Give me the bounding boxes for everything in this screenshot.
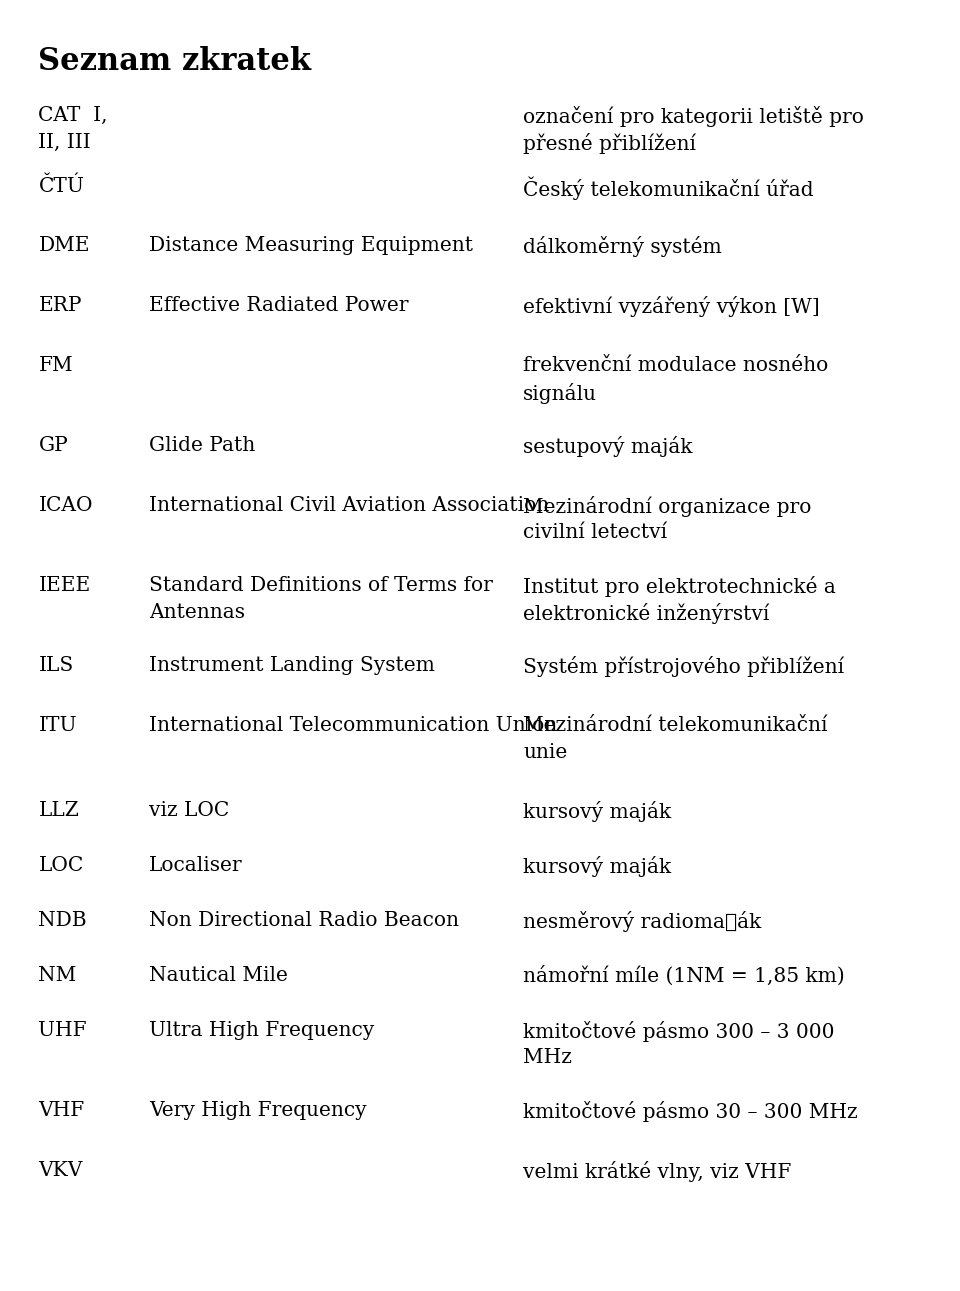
- Text: GP: GP: [38, 436, 68, 454]
- Text: Institut pro elektrotechnické a: Institut pro elektrotechnické a: [523, 576, 836, 596]
- Text: IEEE: IEEE: [38, 576, 90, 595]
- Text: DME: DME: [38, 236, 90, 256]
- Text: Ultra High Frequency: Ultra High Frequency: [149, 1021, 374, 1041]
- Text: velmi krátké vlny, viz VHF: velmi krátké vlny, viz VHF: [523, 1161, 792, 1183]
- Text: efektivní vyzářený výkon [W]: efektivní vyzářený výkon [W]: [523, 296, 820, 318]
- Text: II, III: II, III: [38, 133, 91, 152]
- Text: kursový maják: kursový maják: [523, 856, 671, 877]
- Text: Distance Measuring Equipment: Distance Measuring Equipment: [149, 236, 472, 256]
- Text: International Telecommunication Union: International Telecommunication Union: [149, 717, 557, 735]
- Text: Very High Frequency: Very High Frequency: [149, 1101, 367, 1121]
- Text: VHF: VHF: [38, 1101, 84, 1121]
- Text: kmitočtové pásmo 30 – 300 MHz: kmitočtové pásmo 30 – 300 MHz: [523, 1101, 858, 1122]
- Text: Non Directional Radio Beacon: Non Directional Radio Beacon: [149, 911, 459, 930]
- Text: sestupový maják: sestupový maják: [523, 436, 693, 457]
- Text: MHz: MHz: [523, 1048, 572, 1068]
- Text: Standard Definitions of Terms for: Standard Definitions of Terms for: [149, 576, 492, 595]
- Text: LOC: LOC: [38, 856, 84, 875]
- Text: dálkoměrný systém: dálkoměrný systém: [523, 236, 722, 257]
- Text: ERP: ERP: [38, 296, 82, 315]
- Text: Mezinárodní telekomunikační: Mezinárodní telekomunikační: [523, 717, 828, 735]
- Text: přesné přiblížení: přesné přiblížení: [523, 133, 696, 154]
- Text: Antennas: Antennas: [149, 603, 245, 622]
- Text: Effective Radiated Power: Effective Radiated Power: [149, 296, 408, 315]
- Text: unie: unie: [523, 744, 567, 762]
- Text: civilní letectví: civilní letectví: [523, 523, 667, 542]
- Text: frekvenční modulace nosného: frekvenční modulace nosného: [523, 356, 828, 374]
- Text: elektronické inženýrství: elektronické inženýrství: [523, 603, 770, 624]
- Text: ČTÚ: ČTÚ: [38, 176, 84, 195]
- Text: FM: FM: [38, 356, 73, 374]
- Text: Localiser: Localiser: [149, 856, 243, 875]
- Text: signálu: signálu: [523, 383, 597, 404]
- Text: LLZ: LLZ: [38, 800, 79, 820]
- Text: CAT  I,: CAT I,: [38, 106, 108, 125]
- Text: viz LOC: viz LOC: [149, 800, 229, 820]
- Text: UHF: UHF: [38, 1021, 87, 1041]
- Text: Glide Path: Glide Path: [149, 436, 255, 454]
- Text: Systém přístrojového přiblížení: Systém přístrojového přiblížení: [523, 656, 845, 676]
- Text: Český telekomunikační úřad: Český telekomunikační úřad: [523, 176, 814, 200]
- Text: NM: NM: [38, 966, 77, 985]
- Text: ILS: ILS: [38, 656, 74, 675]
- Text: International Civil Aviation Association: International Civil Aviation Association: [149, 496, 549, 515]
- Text: Mezinárodní organizace pro: Mezinárodní organizace pro: [523, 496, 811, 516]
- Text: Instrument Landing System: Instrument Landing System: [149, 656, 435, 675]
- Text: nesměrový radiomaجák: nesměrový radiomaجák: [523, 911, 761, 932]
- Text: Seznam zkratek: Seznam zkratek: [38, 46, 311, 77]
- Text: ICAO: ICAO: [38, 496, 93, 515]
- Text: označení pro kategorii letiště pro: označení pro kategorii letiště pro: [523, 106, 864, 127]
- Text: NDB: NDB: [38, 911, 87, 930]
- Text: ITU: ITU: [38, 717, 77, 735]
- Text: Nautical Mile: Nautical Mile: [149, 966, 288, 985]
- Text: VKV: VKV: [38, 1161, 83, 1180]
- Text: kursový maják: kursový maják: [523, 800, 671, 822]
- Text: námořní míle (1NM = 1,85 km): námořní míle (1NM = 1,85 km): [523, 966, 845, 986]
- Text: kmitočtové pásmo 300 – 3 000: kmitočtové pásmo 300 – 3 000: [523, 1021, 834, 1042]
